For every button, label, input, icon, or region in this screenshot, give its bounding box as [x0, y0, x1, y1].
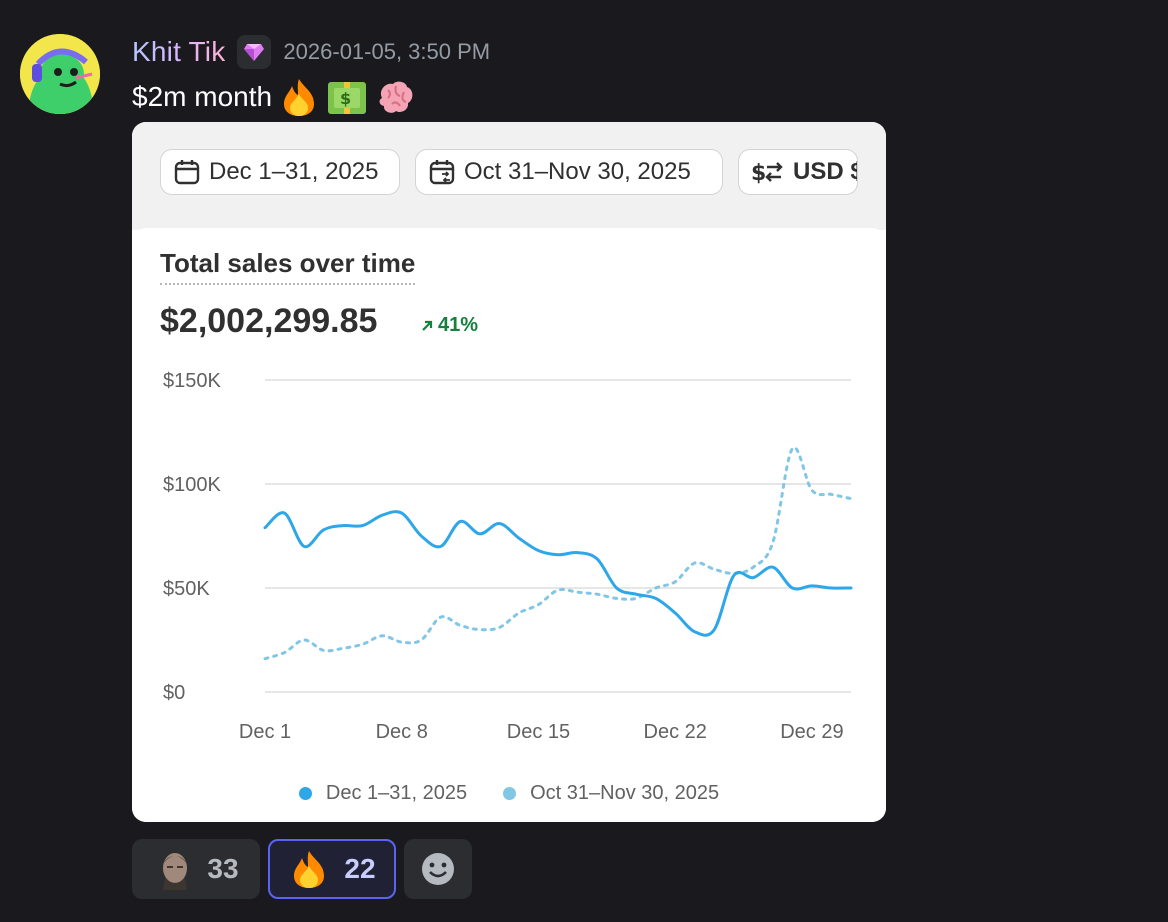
currency-convert-icon: $: [751, 161, 783, 186]
y-tick-label: $150K: [163, 370, 221, 392]
chart-title[interactable]: Total sales over time: [160, 248, 416, 285]
chart-legend: Dec 1–31, 2025 Oct 31–Nov 30, 2025: [132, 782, 886, 805]
message-text: $2m month: [132, 81, 273, 112]
date-range-label: Dec 1–31, 2025: [209, 158, 379, 185]
reaction-person[interactable]: 33: [132, 839, 260, 899]
total-sales-value: $2,002,299.85: [160, 302, 378, 340]
currency-label: USD $: [793, 158, 858, 185]
message-header: Khit Tik 2026-01-05, 3:50 PM: [132, 34, 490, 70]
x-tick-label: Dec 8: [376, 721, 428, 743]
series-line-compare[interactable]: [263, 446, 853, 661]
sales-line-chart: $0 $50K $100K $150K Dec 1 Dec 8 Dec 15 Dec 22 De…: [163, 370, 853, 743]
compare-range-picker[interactable]: Oct 31–Nov 30, 2025: [415, 149, 723, 195]
chart-panel: [132, 228, 886, 822]
y-tick-label: $0: [163, 682, 185, 704]
fire-emoji: [294, 851, 325, 888]
legend-label-compare: Oct 31–Nov 30, 2025: [530, 782, 720, 804]
reaction-count: 22: [344, 853, 376, 884]
reaction-fire[interactable]: 22: [268, 839, 396, 899]
legend-item-current[interactable]: Dec 1–31, 2025: [298, 782, 468, 805]
avatar-image: [20, 34, 100, 114]
y-tick-label: $50K: [163, 578, 210, 600]
sales-change: 41%: [420, 314, 478, 337]
legend-dot-current: [298, 787, 312, 800]
svg-text:$: $: [340, 89, 351, 108]
compare-range-label: Oct 31–Nov 30, 2025: [464, 158, 691, 185]
svg-text:$: $: [751, 161, 766, 186]
legend-dot-compare: [503, 787, 517, 800]
add-reaction-button[interactable]: [404, 839, 472, 899]
message-content: $2m month $: [132, 76, 416, 118]
nitro-gem-icon[interactable]: [237, 35, 272, 69]
timestamp: 2026-01-05, 3:50 PM: [283, 39, 491, 64]
y-tick-label: $100K: [163, 474, 221, 496]
money-emoji: $: [328, 82, 367, 114]
series-line-current[interactable]: [263, 510, 853, 637]
username[interactable]: Khit Tik: [132, 36, 226, 67]
calendar-icon: [174, 160, 200, 185]
legend-label-current: Dec 1–31, 2025: [325, 782, 468, 804]
legend-item-compare[interactable]: Oct 31–Nov 30, 2025: [503, 782, 719, 805]
arrow-up-right-icon: [422, 320, 433, 331]
x-tick-label: Dec 29: [780, 721, 843, 743]
date-range-picker[interactable]: Dec 1–31, 2025: [160, 149, 400, 195]
add-reaction-icon: [422, 853, 454, 885]
currency-picker[interactable]: $ USD $: [738, 149, 858, 195]
x-tick-label: Dec 15: [507, 721, 570, 743]
sales-embed-card: Dec 1–31, 2025 Oct 31–Nov 30, 2025 $ USD…: [132, 122, 886, 822]
user-avatar[interactable]: [20, 34, 100, 114]
x-tick-label: Dec 22: [644, 721, 707, 743]
x-tick-label: Dec 1: [239, 721, 291, 743]
reaction-count: 33: [207, 853, 239, 884]
filter-toolbar: Dec 1–31, 2025 Oct 31–Nov 30, 2025 $ USD…: [132, 122, 886, 230]
fire-emoji: [284, 79, 315, 116]
sales-change-percent: 41%: [438, 314, 479, 336]
person-emoji: [153, 848, 194, 890]
calendar-compare-icon: [429, 160, 455, 185]
brain-emoji: [379, 81, 413, 113]
